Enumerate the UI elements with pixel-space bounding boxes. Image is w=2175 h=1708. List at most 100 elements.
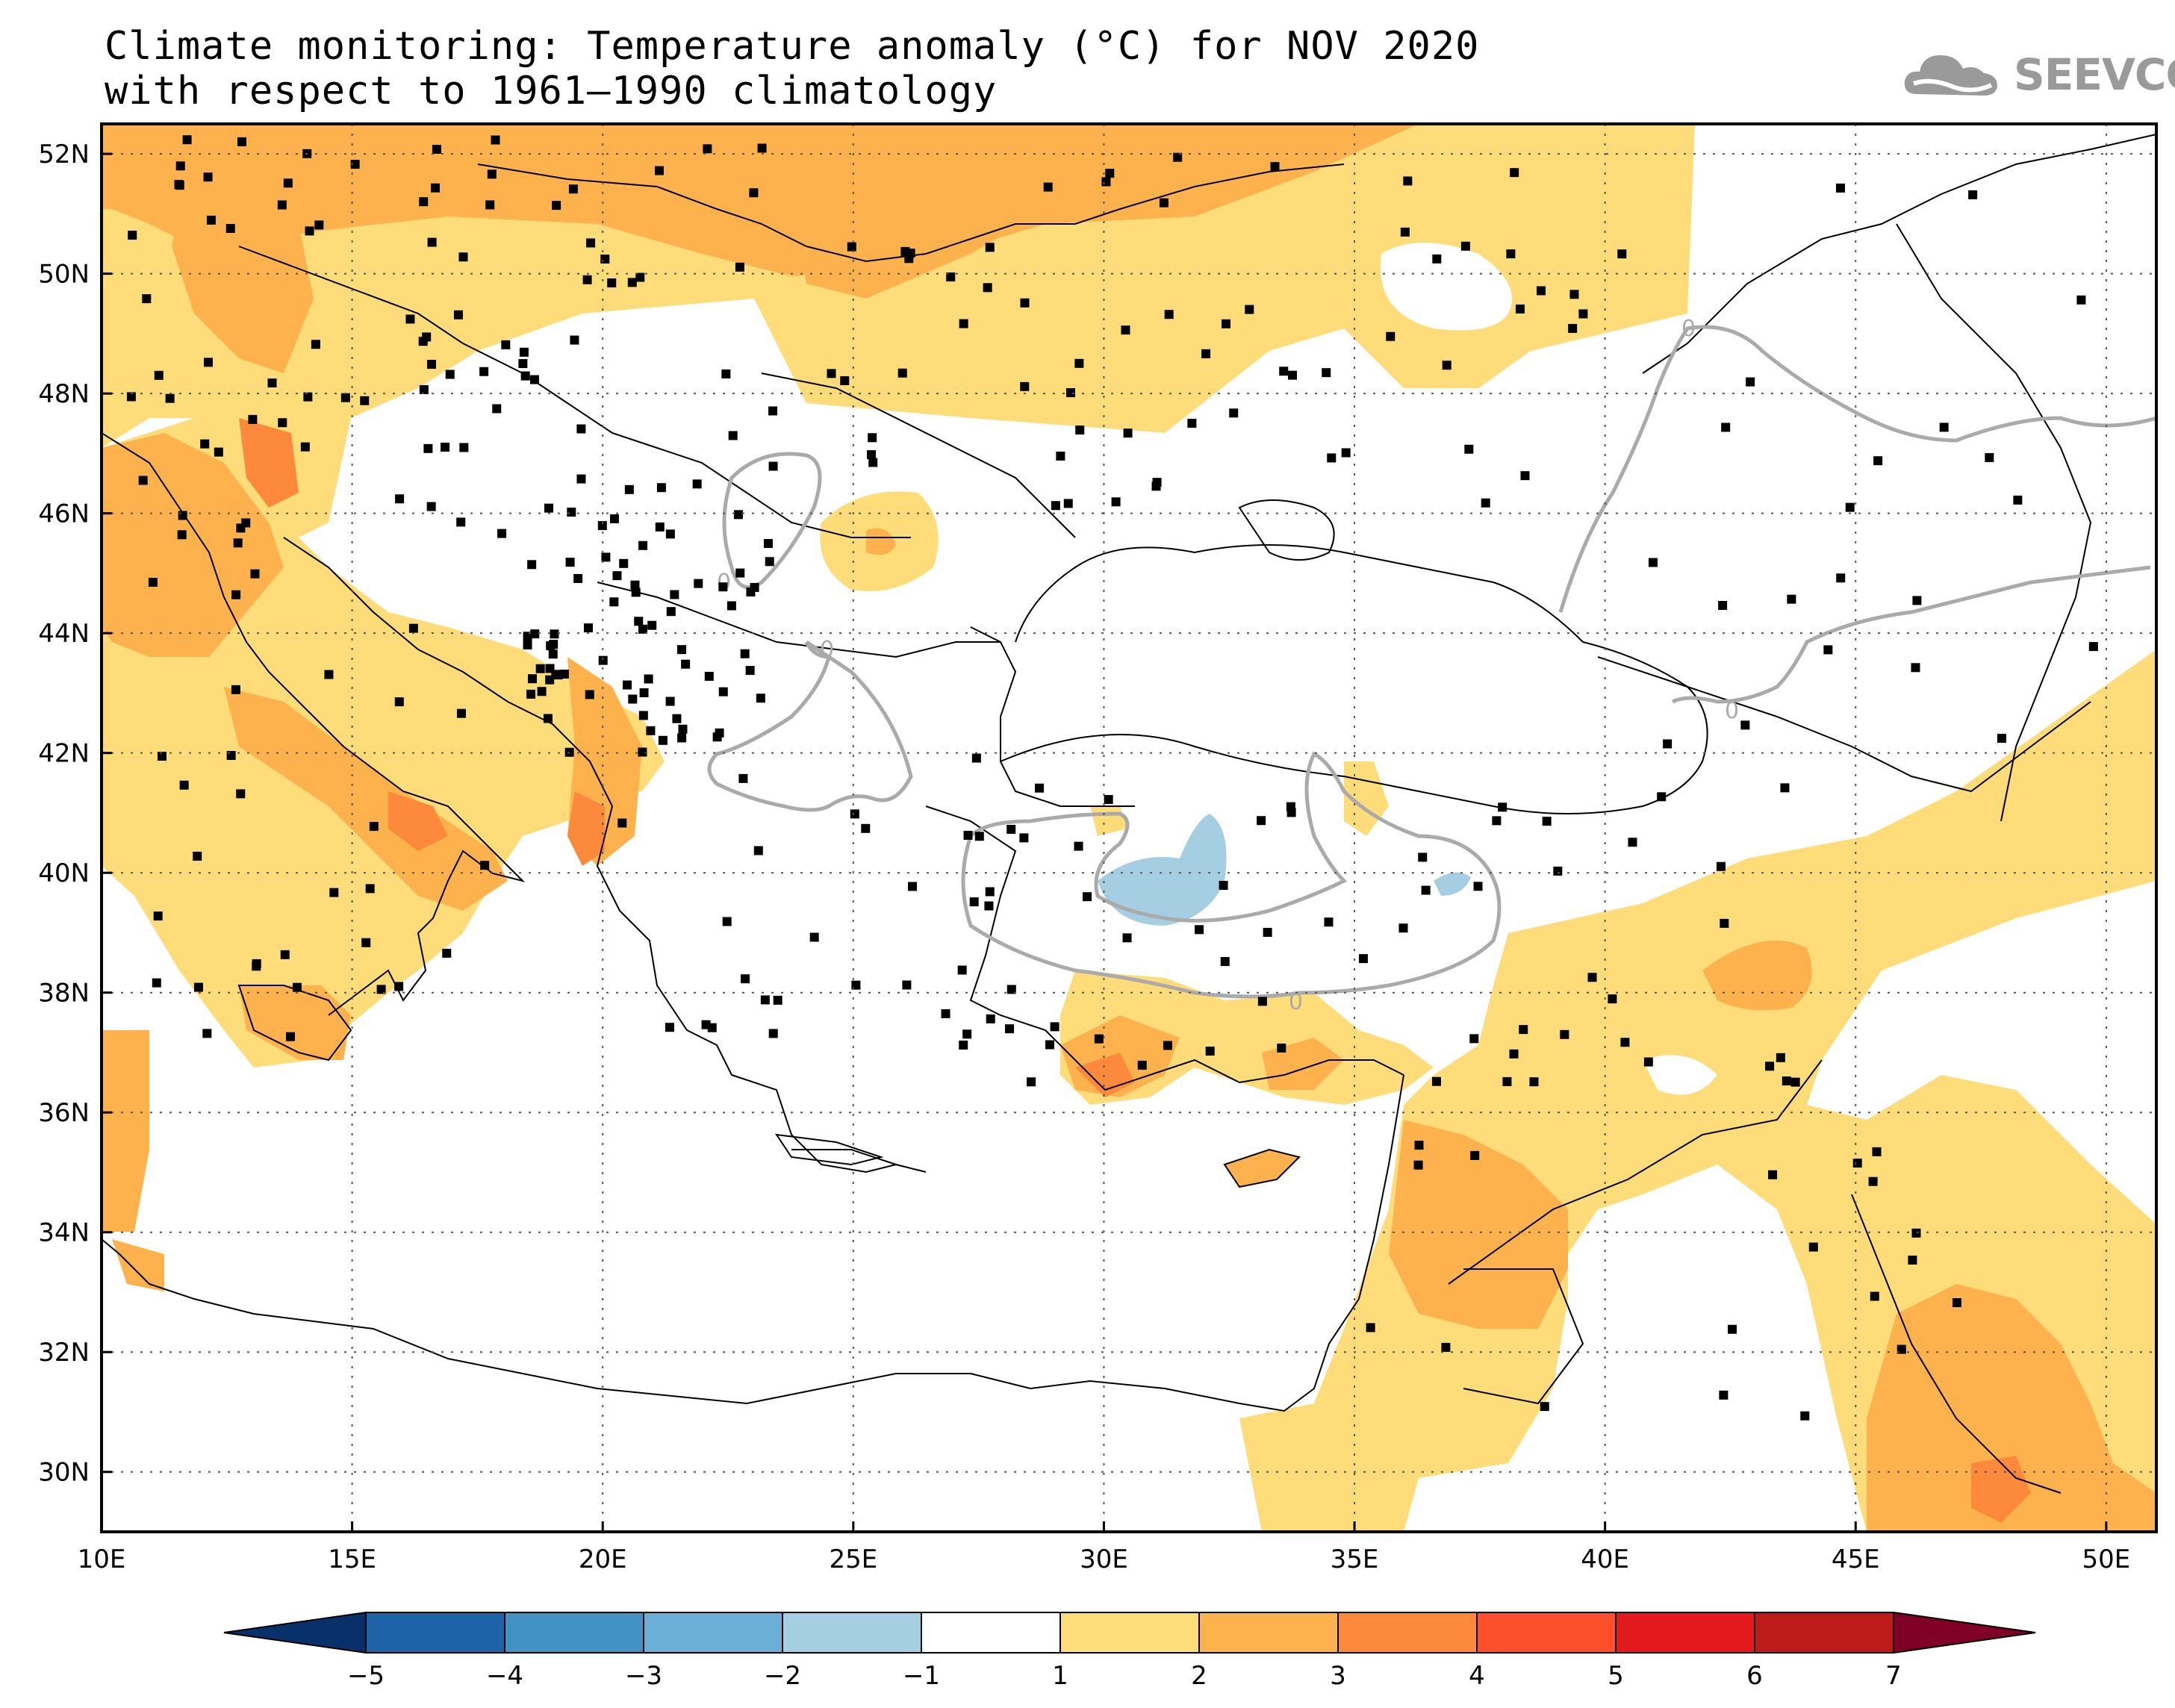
- contour-label: 0: [1725, 698, 1739, 724]
- station-marker: [1473, 882, 1483, 891]
- station-marker: [1716, 861, 1726, 871]
- station-marker: [1063, 499, 1073, 508]
- station-marker: [665, 696, 675, 706]
- station-marker: [638, 711, 648, 720]
- station-marker: [154, 370, 164, 380]
- station-marker: [206, 215, 216, 225]
- station-marker: [442, 948, 452, 958]
- station-marker: [1432, 254, 1442, 264]
- colorbar-arrow-left: [223, 1611, 367, 1654]
- station-marker: [957, 965, 967, 975]
- map-frame: [100, 122, 2158, 1533]
- station-marker: [552, 201, 561, 211]
- station-marker: [582, 275, 592, 284]
- colorbar-label: 4: [1469, 1661, 1485, 1691]
- station-marker: [1051, 501, 1060, 511]
- station-marker: [350, 160, 360, 169]
- colorbar-label: 5: [1608, 1661, 1624, 1691]
- station-marker: [487, 169, 497, 179]
- station-marker: [1173, 152, 1183, 162]
- colorbar-segment: [921, 1612, 1061, 1654]
- station-marker: [963, 830, 973, 840]
- station-marker: [203, 358, 213, 367]
- colorbar-label: 1: [1052, 1661, 1068, 1691]
- station-marker: [983, 283, 992, 293]
- title-line-1: Climate monitoring: Temperature anomaly …: [105, 24, 1480, 69]
- station-marker: [518, 359, 528, 369]
- station-marker: [565, 558, 575, 567]
- station-marker: [1020, 298, 1030, 308]
- station-marker: [624, 484, 634, 494]
- station-marker: [1257, 816, 1266, 826]
- station-marker: [984, 901, 994, 911]
- station-marker: [193, 851, 202, 861]
- station-marker: [1152, 478, 1162, 487]
- station-marker: [1270, 162, 1280, 172]
- station-marker: [941, 1009, 950, 1018]
- station-marker: [735, 262, 744, 272]
- station-marker: [292, 982, 302, 992]
- station-marker: [1868, 1176, 1878, 1186]
- station-marker: [1322, 368, 1331, 378]
- station-marker: [1911, 1228, 1921, 1238]
- station-marker: [128, 231, 137, 240]
- station-marker: [529, 375, 539, 384]
- station-marker: [280, 950, 290, 959]
- station-marker: [1728, 1324, 1737, 1334]
- station-marker: [405, 314, 415, 324]
- station-marker: [567, 507, 576, 517]
- station-marker: [1421, 885, 1431, 895]
- colorbar-segment: [365, 1612, 505, 1654]
- colorbar-segment: [1337, 1612, 1478, 1654]
- station-marker: [959, 1040, 968, 1050]
- station-marker: [430, 183, 440, 193]
- station-marker: [1520, 471, 1530, 481]
- station-marker: [1529, 1077, 1539, 1087]
- station-marker: [1836, 573, 1846, 583]
- station-marker: [665, 1023, 674, 1032]
- station-marker: [738, 773, 748, 783]
- station-marker: [1229, 408, 1239, 418]
- station-marker: [551, 670, 561, 679]
- station-marker: [548, 649, 558, 659]
- station-marker: [1219, 880, 1228, 890]
- lat-tick-label: 50N: [38, 260, 90, 290]
- station-marker: [760, 995, 770, 1005]
- station-marker: [1718, 600, 1728, 610]
- station-marker: [1123, 428, 1133, 438]
- lat-tick-label: 30N: [38, 1458, 90, 1488]
- station-marker: [585, 690, 594, 699]
- station-marker: [1776, 1053, 1785, 1062]
- lon-tick-label: 10E: [78, 1545, 126, 1574]
- station-marker: [559, 670, 569, 679]
- station-marker: [692, 479, 702, 489]
- coastlines: [102, 134, 2156, 1494]
- station-marker: [609, 514, 619, 523]
- station-marker: [267, 378, 277, 388]
- seevccc-logo: SEEVCCC: [1900, 45, 2175, 105]
- station-marker: [427, 237, 437, 247]
- station-marker: [1074, 358, 1084, 368]
- station-marker: [1719, 1390, 1729, 1400]
- station-marker: [718, 582, 728, 592]
- colorbar-segment: [643, 1612, 783, 1654]
- station-marker: [959, 319, 968, 328]
- station-marker: [1460, 241, 1470, 251]
- station-marker: [1286, 802, 1295, 811]
- station-marker: [586, 238, 596, 248]
- station-marker: [1050, 1022, 1060, 1032]
- station-marker: [426, 502, 436, 511]
- lat-tick-label: 48N: [38, 379, 90, 409]
- station-marker: [985, 887, 995, 897]
- station-marker: [656, 483, 666, 493]
- station-marker: [1020, 381, 1030, 391]
- station-marker: [2076, 295, 2086, 305]
- station-marker: [1122, 933, 1132, 943]
- station-marker: [1056, 451, 1065, 461]
- station-marker: [1823, 645, 1833, 655]
- station-marker: [177, 530, 187, 540]
- lat-tick-label: 44N: [38, 619, 90, 649]
- station-marker: [419, 384, 429, 394]
- lat-tick-label: 36N: [38, 1098, 90, 1128]
- station-marker: [1279, 367, 1289, 376]
